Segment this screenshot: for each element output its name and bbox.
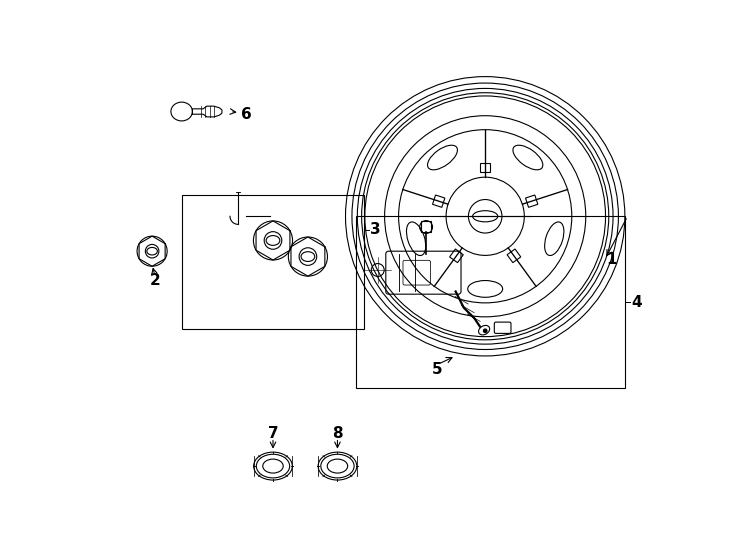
Text: 3: 3 [370,222,380,237]
Bar [480,163,490,172]
Text: 8: 8 [333,427,343,441]
Text: 1: 1 [606,252,617,267]
Circle shape [484,329,487,333]
Text: 2: 2 [150,273,160,288]
Bar [432,195,445,207]
Bar [526,195,538,207]
Bar [450,249,463,262]
Bar [356,217,625,388]
Text: 7: 7 [268,427,278,441]
Text: 6: 6 [241,107,252,122]
Bar [507,249,520,262]
Text: 5: 5 [432,362,442,377]
Text: 4: 4 [631,295,642,310]
Bar [421,220,432,232]
Bar [181,195,364,329]
